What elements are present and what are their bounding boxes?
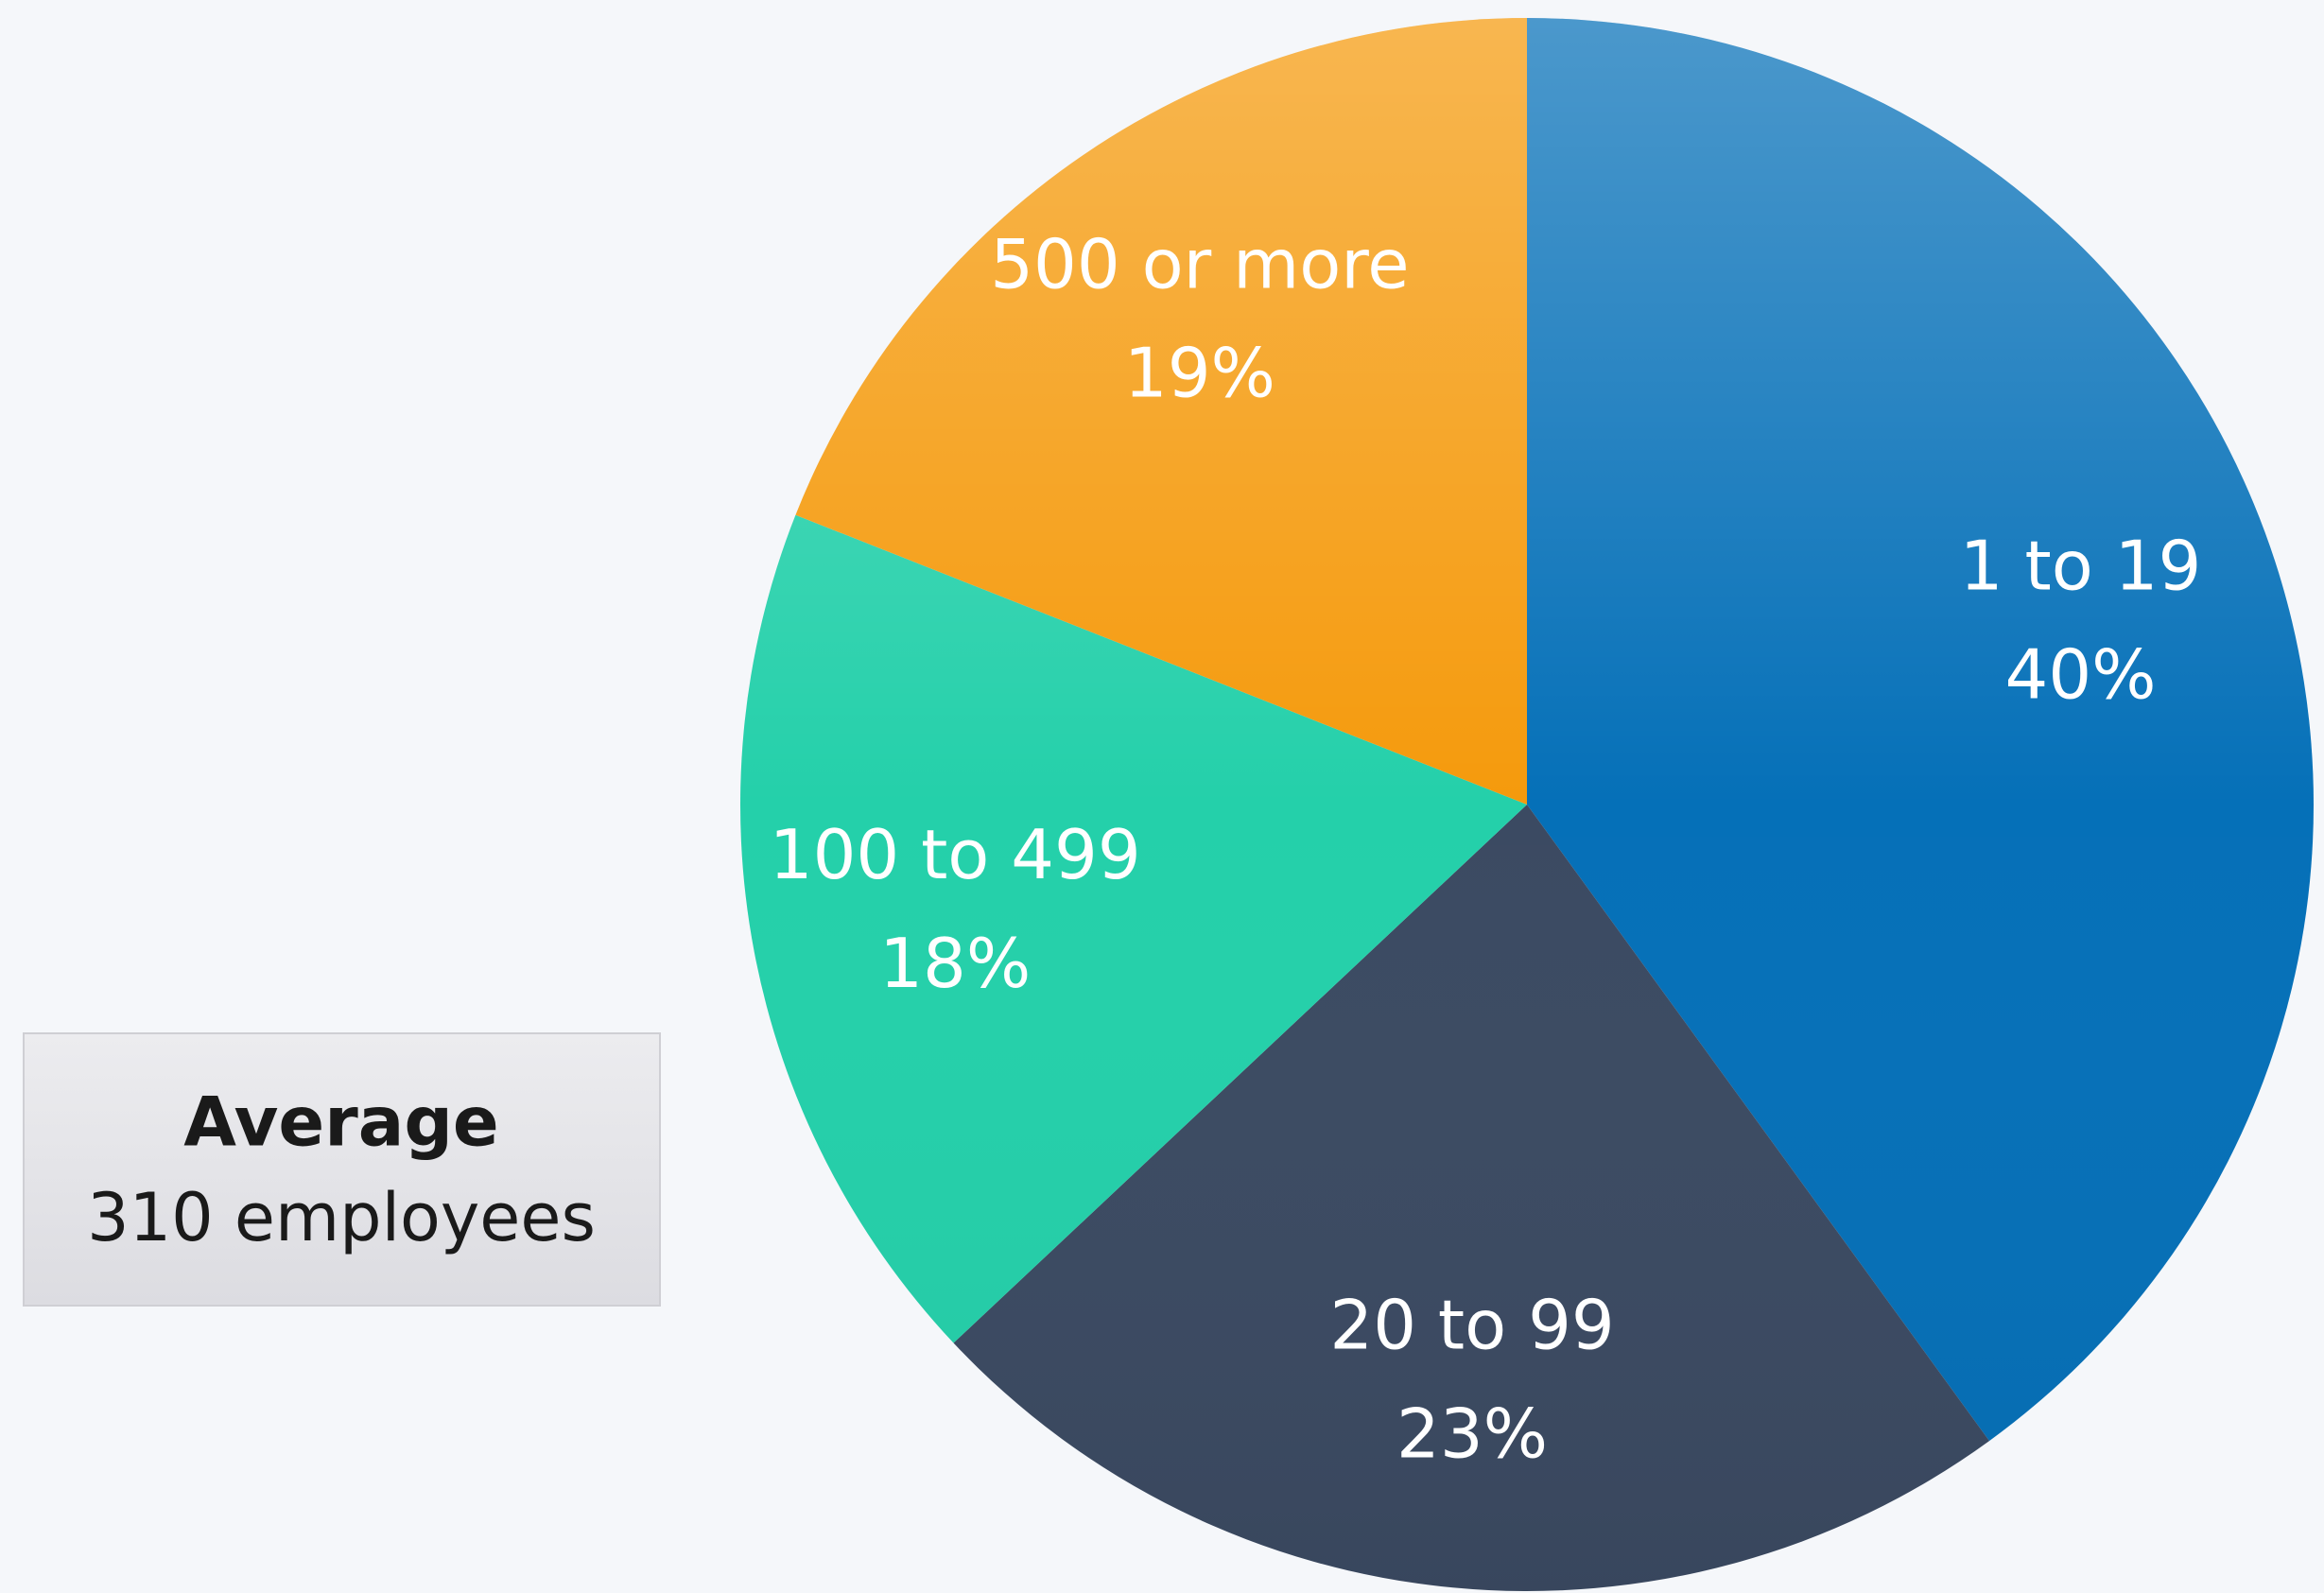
slice-category-label: 1 to 19 (1960, 526, 2201, 605)
slice-category-label: 100 to 499 (770, 815, 1141, 894)
average-box (23, 1032, 661, 1307)
slice-value-label: 23% (1396, 1394, 1548, 1473)
average-title: Average (183, 1082, 498, 1162)
slice-value-label: 19% (1124, 333, 1275, 412)
slice-value-label: 18% (879, 924, 1031, 1003)
slice-value-label: 40% (2005, 634, 2157, 714)
slice-category-label: 500 or more (990, 224, 1409, 303)
average-text: 310 employees (87, 1179, 596, 1256)
slice-category-label: 20 to 99 (1329, 1285, 1614, 1364)
